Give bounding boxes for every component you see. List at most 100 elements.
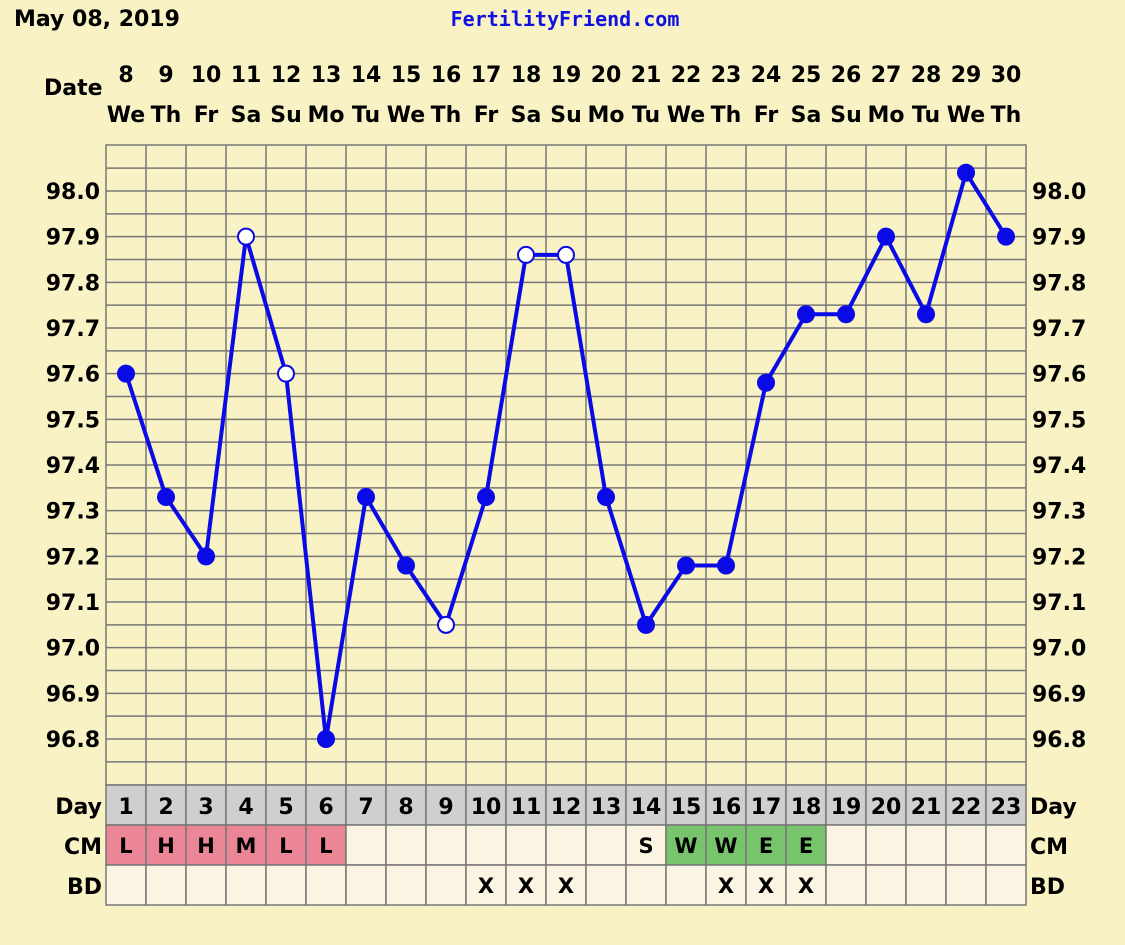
weekday-label: Tu bbox=[632, 103, 660, 128]
cycle-day-cell bbox=[905, 784, 947, 826]
ytick-label-right: 97.5 bbox=[1032, 408, 1086, 433]
bd-cell bbox=[625, 864, 667, 906]
cycle-day-cell bbox=[305, 784, 347, 826]
weekday-label: Th bbox=[991, 103, 1022, 128]
temperature-point-open bbox=[557, 245, 575, 264]
date-row-label: Date bbox=[44, 76, 103, 101]
bd-mark: X bbox=[478, 874, 494, 898]
bd-row-label: BD bbox=[67, 875, 102, 900]
cycle-day-label: 10 bbox=[471, 795, 502, 820]
weekday-label: Sa bbox=[231, 103, 262, 128]
date-label: 8 bbox=[118, 63, 133, 88]
cycle-day-cell bbox=[185, 784, 227, 826]
weekday-label: We bbox=[387, 103, 425, 128]
ytick-label-right: 97.7 bbox=[1032, 317, 1086, 342]
temperature-point bbox=[837, 305, 855, 324]
cm-cell bbox=[545, 824, 587, 866]
cm-value: E bbox=[759, 834, 773, 858]
ytick-label-left: 97.1 bbox=[46, 591, 100, 616]
cm-value: H bbox=[157, 834, 175, 858]
weekday-label: Su bbox=[270, 103, 302, 128]
date-label: 12 bbox=[271, 63, 302, 88]
cycle-day-label: 22 bbox=[951, 795, 982, 820]
cycle-day-label: 1 bbox=[118, 795, 133, 820]
date-label: 26 bbox=[831, 63, 862, 88]
temperature-point bbox=[477, 487, 495, 506]
date-label: 11 bbox=[231, 63, 262, 88]
bd-cell bbox=[265, 864, 307, 906]
cm-cell bbox=[945, 824, 987, 866]
cm-cell bbox=[585, 824, 627, 866]
cm-cell bbox=[305, 824, 347, 866]
cycle-day-cell bbox=[105, 784, 147, 826]
date-label: 21 bbox=[631, 63, 662, 88]
bd-cell bbox=[545, 864, 587, 906]
bd-cell bbox=[345, 864, 387, 906]
cm-cell bbox=[985, 824, 1027, 866]
ytick-label-left: 97.7 bbox=[46, 317, 100, 342]
weekday-label: Sa bbox=[511, 103, 542, 128]
cm-cell bbox=[745, 824, 787, 866]
cycle-day-cell bbox=[345, 784, 387, 826]
cycle-day-cell bbox=[985, 784, 1027, 826]
temperature-point bbox=[717, 556, 735, 575]
bd-cell bbox=[905, 864, 947, 906]
cm-cell bbox=[665, 824, 707, 866]
ytick-label-right: 96.9 bbox=[1032, 682, 1086, 707]
ytick-label-left: 97.9 bbox=[46, 226, 100, 251]
cycle-day-cell bbox=[385, 784, 427, 826]
weekday-label: Su bbox=[550, 103, 582, 128]
date-label: 23 bbox=[711, 63, 742, 88]
site-name[interactable]: FertilityFriend.com bbox=[451, 7, 680, 31]
bd-cell bbox=[225, 864, 267, 906]
ytick-label-right: 97.6 bbox=[1032, 363, 1086, 388]
temperature-point bbox=[157, 487, 175, 506]
cm-value: M bbox=[236, 834, 257, 858]
cm-cell bbox=[785, 824, 827, 866]
weekday-label: Mo bbox=[867, 103, 904, 128]
weekday-label: Tu bbox=[912, 103, 940, 128]
bd-cell bbox=[105, 864, 147, 906]
weekday-label: We bbox=[107, 103, 145, 128]
bd-row-label-right: BD bbox=[1030, 875, 1065, 900]
cycle-day-label: 21 bbox=[911, 795, 942, 820]
cycle-day-label: 13 bbox=[591, 795, 622, 820]
cm-cell bbox=[385, 824, 427, 866]
temperature-point bbox=[797, 305, 815, 324]
ytick-label-left: 97.4 bbox=[46, 454, 100, 479]
ytick-label-right: 96.8 bbox=[1032, 728, 1086, 753]
cm-row-label-right: CM bbox=[1030, 835, 1068, 860]
weekday-label: Fr bbox=[474, 103, 499, 128]
cm-value: L bbox=[319, 834, 332, 858]
cycle-day-label: 14 bbox=[631, 795, 662, 820]
bd-mark: X bbox=[518, 874, 534, 898]
cycle-day-label: 12 bbox=[551, 795, 582, 820]
weekday-label: Th bbox=[151, 103, 182, 128]
weekday-label: Fr bbox=[754, 103, 779, 128]
date-label: 24 bbox=[751, 63, 782, 88]
cm-cell bbox=[185, 824, 227, 866]
cycle-day-label: 2 bbox=[158, 795, 173, 820]
cm-value: E bbox=[799, 834, 813, 858]
temperature-point-open bbox=[517, 245, 535, 264]
weekday-label: We bbox=[667, 103, 705, 128]
weekday-label: Tu bbox=[352, 103, 380, 128]
ytick-label-right: 97.4 bbox=[1032, 454, 1086, 479]
temperature-point-open bbox=[237, 227, 255, 246]
temperature-point bbox=[917, 305, 935, 324]
bd-mark: X bbox=[718, 874, 734, 898]
date-label: 16 bbox=[431, 63, 462, 88]
bd-mark: X bbox=[798, 874, 814, 898]
ytick-label-left: 98.0 bbox=[46, 180, 100, 205]
cm-cell bbox=[145, 824, 187, 866]
bd-cell bbox=[385, 864, 427, 906]
temperature-point bbox=[397, 556, 415, 575]
ytick-label-left: 97.3 bbox=[46, 500, 100, 525]
ytick-label-left: 96.9 bbox=[46, 682, 100, 707]
cycle-day-cell bbox=[825, 784, 867, 826]
ytick-label-left: 97.0 bbox=[46, 637, 100, 662]
temperature-point bbox=[117, 364, 135, 383]
date-label: 10 bbox=[191, 63, 222, 88]
chart-date: May 08, 2019 bbox=[14, 7, 180, 32]
cycle-day-label: 5 bbox=[278, 795, 293, 820]
